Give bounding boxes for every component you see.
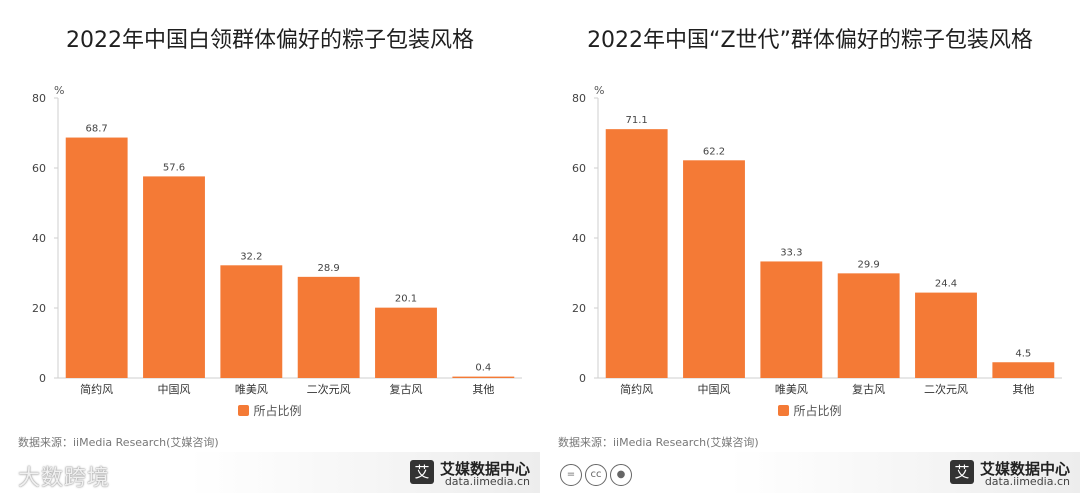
x-tick-label: 中国风 — [158, 383, 191, 396]
chart-title: 2022年中国白领群体偏好的粽子包装风格 — [66, 28, 474, 53]
data-label: 0.4 — [475, 363, 491, 374]
bar — [837, 273, 900, 378]
x-tick-label: 复古风 — [852, 382, 885, 396]
bar — [605, 129, 668, 378]
x-tick-label: 二次元风 — [307, 382, 351, 396]
y-tick-label: 60 — [572, 162, 586, 175]
data-label: 4.5 — [1015, 348, 1031, 359]
legend-label: 所占比例 — [793, 404, 842, 418]
bar — [683, 160, 745, 378]
brand-logo-icon: 艾 — [950, 460, 974, 484]
y-axis-unit-label: % — [594, 84, 604, 97]
legend-label: 所占比例 — [253, 404, 302, 418]
data-source: 数据来源：iiMedia Research(艾媒咨询) — [18, 436, 219, 449]
footer: 艾 艾媒数据中心 data.iimedia.cn — [0, 452, 540, 493]
y-tick-label: 40 — [32, 232, 46, 245]
x-tick-label: 其他 — [1012, 383, 1034, 396]
data-label: 28.9 — [318, 263, 340, 274]
bar — [297, 276, 360, 378]
y-tick-label: 20 — [572, 302, 586, 315]
bar — [220, 265, 283, 378]
brand-name: 艾媒数据中心 — [439, 460, 530, 478]
data-label: 24.4 — [935, 279, 957, 290]
brand-url: data.iimedia.cn — [444, 475, 530, 488]
brand-url: data.iimedia.cn — [984, 475, 1070, 488]
brand-name: 艾媒数据中心 — [979, 460, 1070, 478]
x-tick-label: 复古风 — [390, 382, 423, 396]
legend-swatch — [778, 405, 790, 416]
x-tick-label: 其他 — [472, 383, 494, 396]
data-label: 62.2 — [703, 146, 725, 157]
x-tick-label: 简约风 — [620, 382, 653, 396]
bar-chart-white-collar: % 0 20 40 60 80 68.7 简约风 57.6 中国风 32.2 唯美风 28.9 二次元风 2… — [32, 84, 522, 396]
chart-panel-right: 2022年中国“Z世代”群体偏好的粽子包装风格 % 0 20 40 60 80 71.1 简约… — [540, 0, 1080, 493]
y-tick-label: 0 — [579, 372, 586, 385]
watermark: 大数跨境 — [18, 466, 111, 491]
x-tick-label: 中国风 — [698, 383, 731, 396]
bar — [65, 137, 128, 378]
data-label: 71.1 — [626, 115, 648, 126]
brand-logo-icon: 艾 — [410, 460, 434, 484]
attribution-person-icon: ● — [610, 464, 632, 486]
bar-chart-gen-z: % 0 20 40 60 80 71.1 简约风 62.2 中国风 33.3 唯美风 29.9 复古风 24… — [572, 84, 1062, 396]
y-axis-unit-label: % — [54, 84, 64, 97]
equals-icon: = — [560, 464, 582, 486]
x-tick-label: 二次元风 — [924, 382, 968, 396]
bar — [760, 261, 823, 378]
license-icons: = cc ● — [560, 462, 635, 486]
cc-icon: cc — [585, 464, 607, 486]
x-tick-label: 简约风 — [80, 382, 113, 396]
y-tick-label: 20 — [32, 302, 46, 315]
y-tick-label: 40 — [572, 232, 586, 245]
chart-panel-left: 2022年中国白领群体偏好的粽子包装风格 % 0 20 40 60 80 68.7 简约风 57… — [0, 28, 540, 493]
chart-title: 2022年中国“Z世代”群体偏好的粽子包装风格 — [587, 28, 1033, 53]
footer: = cc ● 艾 艾媒数据中心 data.iimedia.cn — [540, 452, 1080, 493]
data-label: 20.1 — [395, 294, 417, 305]
bar — [375, 307, 437, 378]
x-tick-label: 唯美风 — [235, 383, 268, 396]
footer-band — [0, 452, 540, 493]
data-label: 32.2 — [240, 251, 262, 262]
x-tick-label: 唯美风 — [775, 383, 808, 396]
legend-swatch — [238, 405, 250, 416]
y-tick-label: 0 — [39, 372, 46, 385]
data-label: 33.3 — [780, 247, 802, 258]
bar — [143, 176, 205, 378]
chart-legend: 所占比例 — [0, 402, 540, 419]
y-tick-label: 80 — [572, 92, 586, 105]
y-tick-label: 80 — [32, 92, 46, 105]
bar — [992, 362, 1055, 378]
bar — [915, 292, 977, 378]
data-source: 数据来源：iiMedia Research(艾媒咨询) — [558, 436, 759, 449]
bar — [452, 376, 515, 378]
data-label: 68.7 — [86, 124, 108, 135]
chart-legend: 所占比例 — [540, 402, 1080, 419]
data-label: 57.6 — [163, 162, 185, 173]
data-label: 29.9 — [858, 259, 880, 270]
y-tick-label: 60 — [32, 162, 46, 175]
